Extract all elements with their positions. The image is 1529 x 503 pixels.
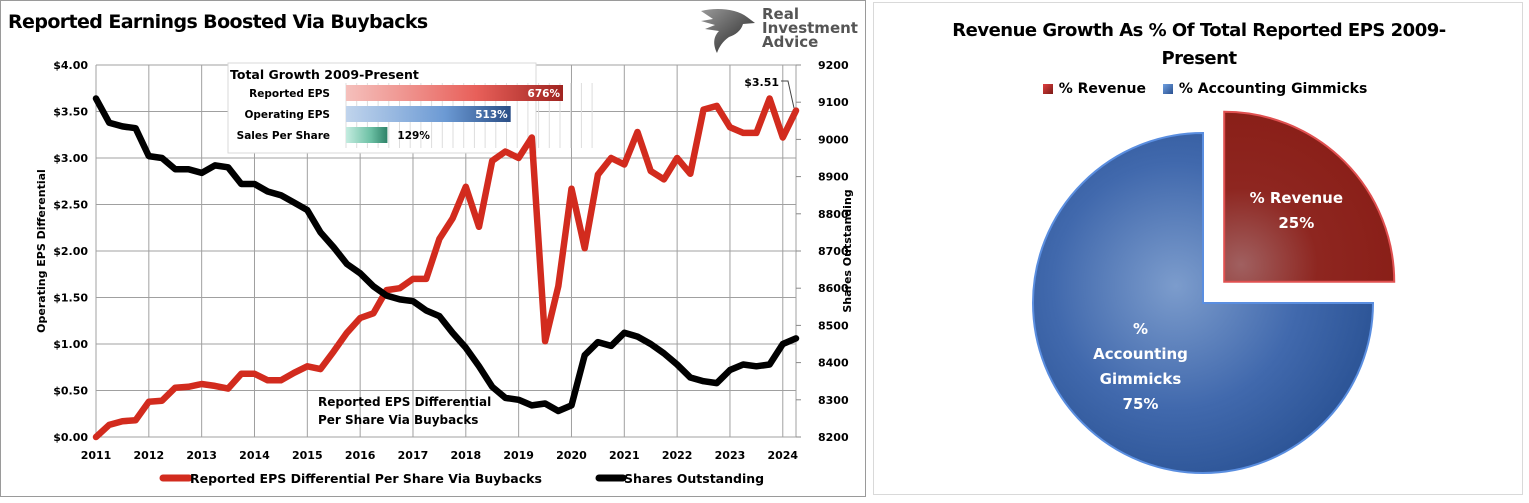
pie-data-label: Accounting [1093, 345, 1188, 363]
x-tick-label: 2018 [450, 449, 481, 462]
x-tick-label: 2023 [715, 449, 746, 462]
x-tick-label: 2020 [556, 449, 587, 462]
eagle-head-icon [701, 9, 755, 53]
inset-bar-chart: Total Growth 2009-Present Reported EPS 67… [227, 62, 593, 154]
logo-line: Advice [762, 33, 819, 51]
y-axis-title: Operating EPS Differential [35, 169, 48, 333]
x-tick-label: 2024 [767, 449, 798, 462]
logo: Real Investment Advice [697, 7, 867, 53]
inset-bar [346, 127, 388, 143]
left-chart-panel: Reported Earnings Boosted Via Buybacks R… [0, 0, 866, 497]
pie-slice-accounting-gimmicks [1032, 131, 1375, 474]
y-tick-label: $4.00 [53, 59, 88, 72]
left-chart-title: Reported Earnings Boosted Via Buybacks [8, 11, 428, 33]
line-chart: Total Growth 2009-Present Reported EPS 67… [35, 59, 854, 486]
right-chart-panel: Revenue Growth As % Of Total Reported EP… [873, 2, 1523, 495]
y2-tick-label: 9200 [818, 59, 849, 72]
pie-legend: % Revenue % Accounting Gimmicks [874, 81, 1524, 97]
x-tick-label: 2012 [134, 449, 165, 462]
y-tick-label: $1.00 [53, 338, 88, 351]
y-tick-label: $0.00 [53, 431, 88, 444]
pie-slice-revenue [1223, 110, 1396, 283]
x-tick-label: 2022 [662, 449, 693, 462]
x-tick-label: 2016 [345, 449, 376, 462]
grid [95, 64, 797, 438]
inset-bar-label: Sales Per Share [237, 130, 330, 142]
legend-swatch-revenue [1042, 84, 1053, 94]
y2-tick-label: 8800 [818, 208, 849, 221]
pie-title-line: Present [1161, 48, 1237, 69]
x-tick-label: 2021 [609, 449, 640, 462]
inset-bar-value: 129% [397, 130, 430, 142]
y2-tick-label: 8500 [818, 319, 849, 332]
inset-bar [346, 106, 511, 122]
y-tick-label: $3.50 [53, 106, 88, 119]
pie-data-label: % Revenue [1250, 189, 1343, 207]
series-line-shares-outstanding [92, 95, 800, 415]
y-tick-label: $2.00 [53, 245, 88, 258]
y2-tick-label: 8400 [818, 357, 849, 370]
pie-chart: % Revenue 25%% Accounting Gimmicks 75% [1032, 110, 1396, 474]
y2-tick-label: 8200 [818, 431, 849, 444]
series-line-eps-differential [92, 95, 800, 441]
pie-chart-title: Revenue Growth As % Of Total Reported EP… [874, 17, 1524, 73]
logo-line: Real [762, 5, 799, 23]
x-tick-label: 2014 [239, 449, 270, 462]
y-tick-label: $3.00 [53, 152, 88, 165]
y-tick-label: $0.50 [53, 385, 88, 398]
y2-tick-label: 9100 [818, 96, 849, 109]
last-value-leader [781, 80, 795, 109]
y2-tick-label: 8700 [818, 245, 849, 258]
pie-data-label: Gimmicks [1100, 370, 1182, 388]
y2-tick-label: 8300 [818, 394, 849, 407]
x-tick-label: 2011 [81, 449, 112, 462]
inset-bar-value: 676% [528, 88, 561, 100]
y2-tick-label: 8600 [818, 282, 849, 295]
legend-label-eps: Reported EPS Differential Per Share Via … [190, 471, 542, 486]
x-tick-label: 2015 [292, 449, 323, 462]
last-value-label: $3.51 [744, 76, 779, 89]
inset-bar-label: Operating EPS [244, 109, 330, 121]
x-tick-label: 2019 [503, 449, 534, 462]
y2-axis-title: Shares Outstanding [841, 189, 854, 312]
annotation-line: Per Share Via Buybacks [318, 413, 478, 427]
inset-bar-value: 513% [475, 109, 508, 121]
legend-label-shares: Shares Outstanding [624, 471, 764, 486]
y-tick-label: $1.50 [53, 292, 88, 305]
legend-label-revenue: % Revenue [1058, 81, 1146, 97]
legend-swatch-gimmicks [1162, 84, 1173, 94]
x-tick-label: 2013 [186, 449, 217, 462]
pie-data-label: 25% [1278, 214, 1314, 232]
pie-title-line: Revenue Growth As % Of Total Reported EP… [952, 20, 1446, 41]
inset-bar-label: Reported EPS [249, 88, 330, 100]
inset-bar [346, 85, 563, 101]
legend: Reported EPS Differential Per Share Via … [159, 471, 764, 486]
inset-title: Total Growth 2009-Present [230, 67, 419, 82]
y2-tick-label: 9000 [818, 133, 849, 146]
logo-line: Investment [762, 19, 858, 37]
y-tick-label: $2.50 [53, 199, 88, 212]
annotation-line: Reported EPS Differential [318, 395, 491, 409]
legend-label-gimmicks: % Accounting Gimmicks [1178, 81, 1368, 97]
pie-data-label: 75% [1123, 395, 1159, 413]
x-tick-label: 2017 [398, 449, 429, 462]
y2-tick-label: 8900 [818, 171, 849, 184]
pie-data-label: % [1133, 320, 1148, 338]
